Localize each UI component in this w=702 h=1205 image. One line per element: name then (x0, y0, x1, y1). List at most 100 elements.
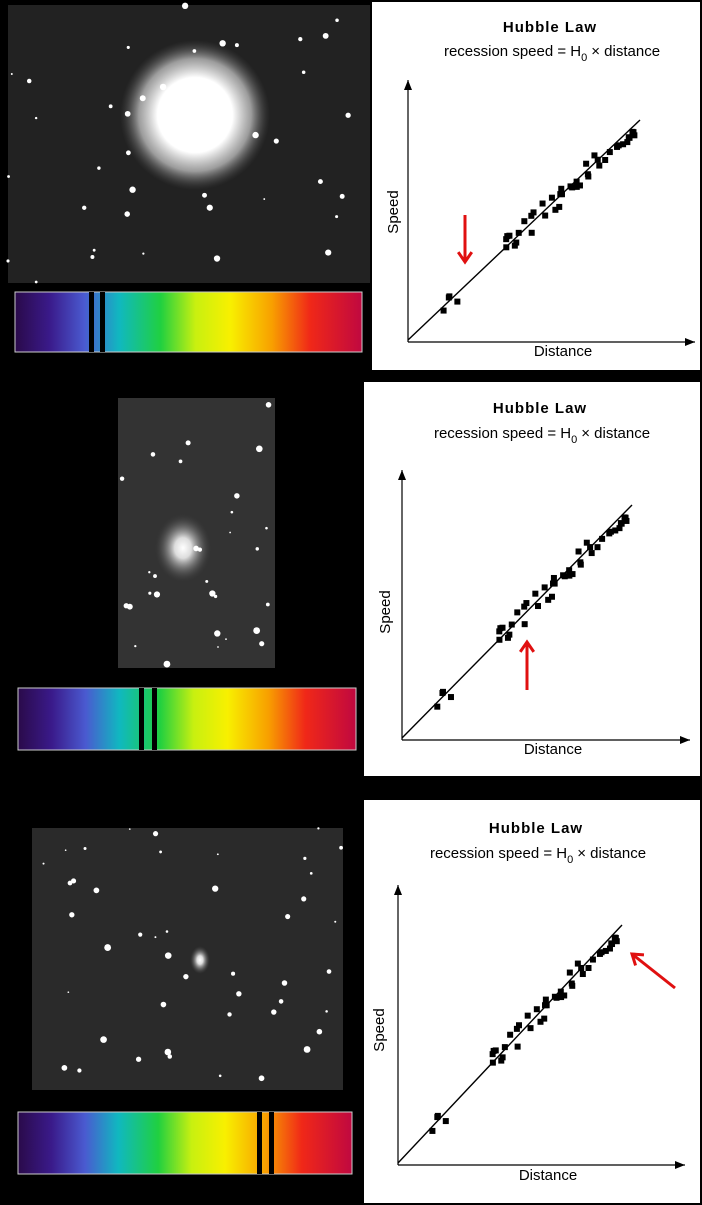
star (126, 45, 130, 49)
star (252, 131, 259, 139)
star (230, 510, 234, 514)
chart-title: Hubble Law (493, 400, 587, 417)
star (334, 920, 337, 923)
point (511, 242, 518, 249)
point (508, 621, 515, 628)
x-label: Distance (519, 1167, 577, 1184)
star (202, 192, 207, 198)
star (128, 828, 131, 830)
star (258, 1075, 265, 1082)
star (164, 952, 172, 959)
point (585, 964, 592, 971)
star (298, 37, 303, 42)
star (163, 660, 171, 668)
point (575, 548, 582, 555)
y-arrowhead (404, 80, 412, 90)
point (594, 544, 601, 551)
point (577, 559, 584, 566)
star (134, 644, 137, 648)
point (587, 544, 594, 551)
chart-bg (372, 2, 700, 370)
star (165, 930, 169, 933)
formula: recession speed = H0 × distance (430, 845, 646, 866)
spectrum (17, 1111, 353, 1175)
point (513, 1025, 520, 1032)
star (271, 1009, 277, 1015)
point (523, 600, 530, 607)
point (578, 964, 585, 971)
star (181, 2, 189, 9)
point (440, 307, 447, 314)
star (152, 831, 159, 837)
point (545, 596, 552, 603)
star (150, 452, 156, 457)
text: 0 (571, 434, 577, 446)
point (589, 956, 596, 963)
point (588, 550, 595, 557)
star (316, 1028, 323, 1035)
star (142, 252, 145, 255)
point (521, 621, 528, 628)
point (499, 1054, 506, 1061)
star (317, 179, 323, 185)
point (498, 1057, 505, 1064)
star (265, 402, 272, 408)
star (119, 476, 125, 481)
star (97, 166, 101, 170)
point (489, 1051, 496, 1058)
star (190, 120, 194, 124)
point (584, 171, 591, 178)
point (558, 185, 565, 192)
point (504, 233, 511, 240)
star (192, 142, 198, 148)
y-label: Speed (385, 190, 402, 233)
point (542, 212, 549, 219)
star (339, 845, 343, 850)
point (496, 628, 503, 635)
point (621, 514, 628, 521)
spectrum (17, 687, 357, 751)
y-arrowhead (398, 470, 406, 480)
point (530, 209, 537, 216)
point (558, 994, 565, 1001)
star (92, 248, 96, 252)
point (542, 1002, 549, 1009)
point (620, 141, 627, 148)
point (539, 200, 546, 207)
chart-title: Hubble Law (489, 820, 583, 837)
star (213, 255, 221, 262)
star (231, 971, 236, 976)
point (504, 634, 511, 641)
star (212, 885, 219, 892)
point (579, 971, 586, 978)
star (93, 887, 100, 894)
point (568, 980, 575, 987)
star (303, 1046, 311, 1053)
star (148, 571, 151, 574)
star (345, 112, 351, 118)
galaxy (120, 40, 270, 190)
point (549, 580, 556, 587)
star (236, 991, 242, 997)
star (217, 646, 219, 648)
absorption-line (139, 688, 144, 750)
star (124, 110, 131, 117)
point (556, 203, 563, 210)
star (317, 827, 320, 830)
point (602, 947, 609, 954)
star (322, 32, 329, 39)
star (34, 116, 38, 120)
point (617, 520, 624, 527)
point (542, 996, 549, 1003)
star (213, 594, 218, 599)
point (501, 1044, 508, 1051)
star (7, 175, 10, 178)
point (583, 539, 590, 546)
y-label: Speed (377, 590, 394, 633)
galaxy (155, 514, 211, 582)
point (503, 244, 510, 251)
star (214, 630, 221, 637)
point (561, 992, 568, 999)
point (599, 535, 606, 542)
text: × distance (577, 845, 646, 862)
